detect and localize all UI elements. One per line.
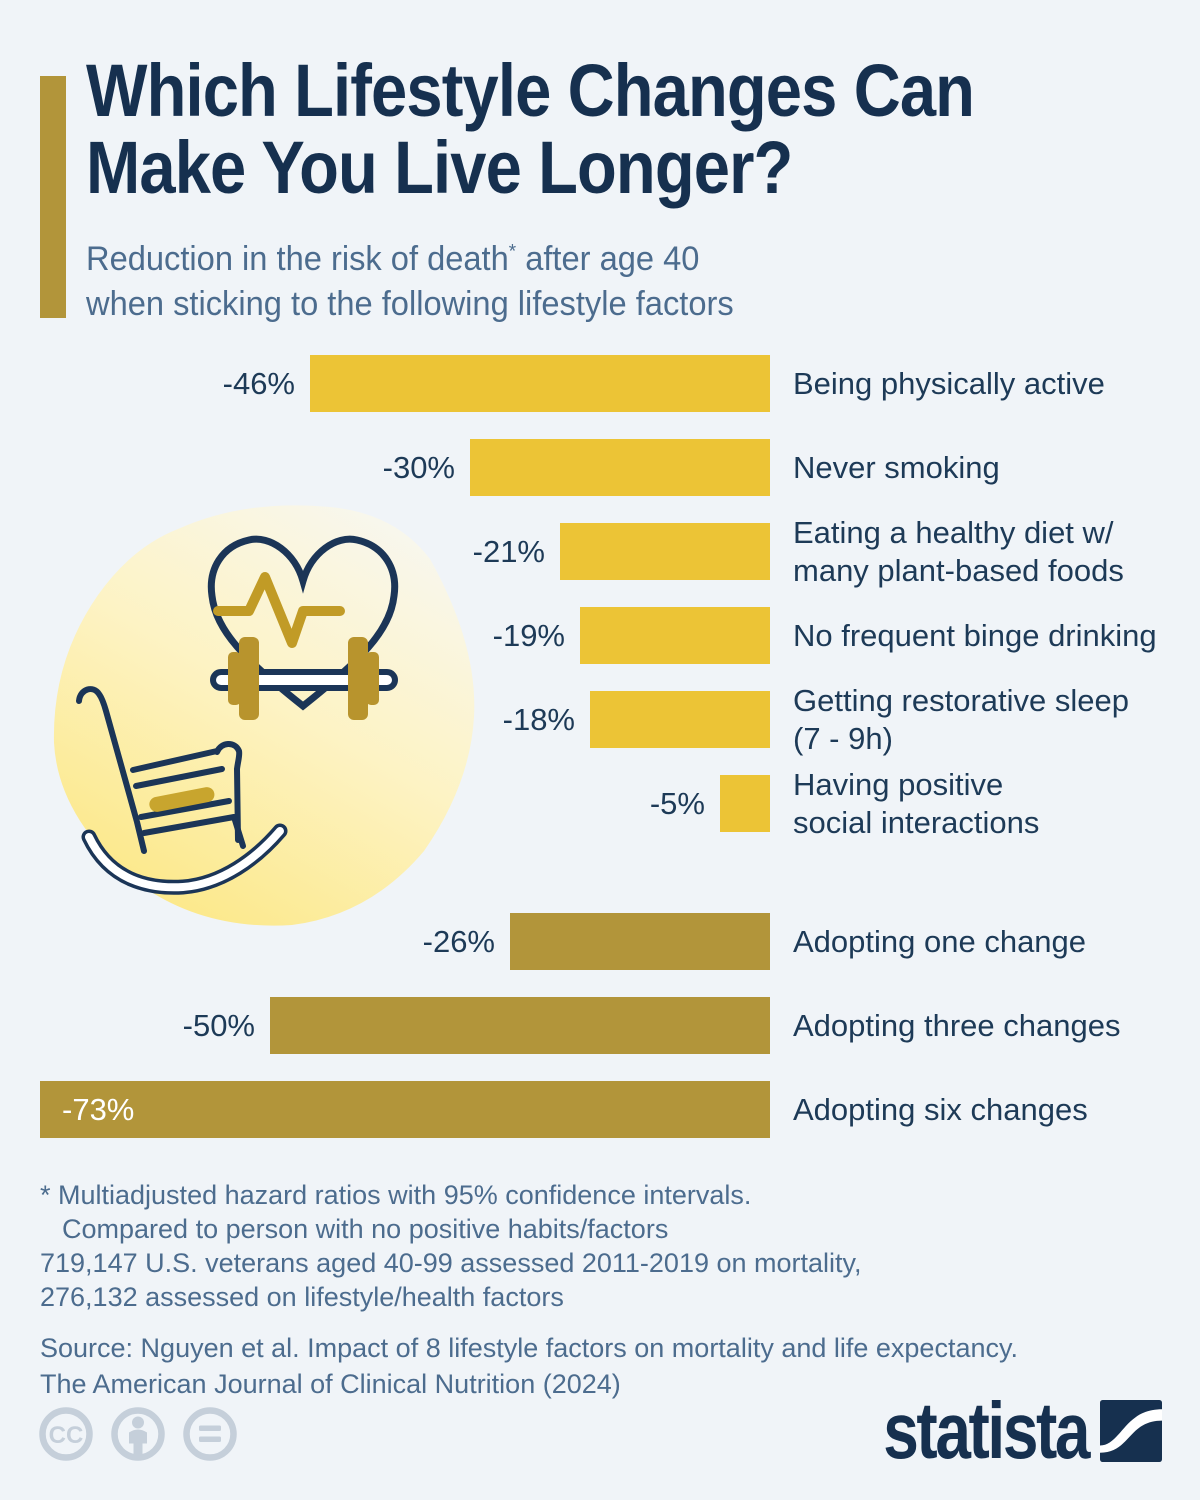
source-line: The American Journal of Clinical Nutriti… [40,1369,621,1399]
rocking-chair-icon [76,686,288,895]
bar-category-label: Eating a healthy diet w/ many plant-base… [793,514,1124,588]
bar-row: -50% Adopting three changes [0,997,1200,1054]
statista-mark-icon [1100,1400,1162,1462]
statista-logo: statista [832,1386,1162,1475]
health-illustration [53,505,475,926]
bar [40,1081,770,1138]
bar-value-label: -19% [492,617,565,653]
nd-icon [183,1407,237,1461]
bar-category-label: Being physically active [793,365,1105,401]
footnote-line: Compared to person with no positive habi… [62,1214,669,1244]
bar-category-label: Having positive social interactions [793,766,1040,840]
bar-row: -46% Being physically active [0,355,1200,412]
bar-row: -73% Adopting six changes [0,1081,1200,1138]
dumbbell-icon [210,637,398,720]
subtitle: Reduction in the risk of death* after ag… [86,240,734,323]
bar-value-label: -18% [502,701,575,737]
footnote: * Multiadjusted hazard ratios with 95% c… [40,1178,862,1314]
title-accent-bar [40,76,66,318]
page-title: Which Lifestyle Changes Can Make You Live… [86,49,975,209]
attribution-icon [111,1407,165,1461]
cc-icon: CC [39,1407,93,1461]
statista-wordmark: statista [883,1386,1090,1475]
bar [580,607,770,664]
bar [270,997,770,1054]
bar [720,775,770,832]
bar-category-label: Getting restorative sleep (7 - 9h) [793,682,1130,756]
bar-value-label: -73% [62,1091,135,1127]
bar-category-label: Adopting one change [793,923,1087,959]
footnote-asterisk: * [508,240,517,263]
blob-background [53,505,475,926]
footnote-line: 719,147 U.S. veterans aged 40-99 assesse… [40,1248,862,1278]
bar-category-label: No frequent binge drinking [793,617,1157,653]
bar-category-label: Adopting six changes [793,1091,1088,1127]
source-note: Source: Nguyen et al. Impact of 8 lifest… [40,1330,1018,1402]
bar [470,439,770,496]
bar-value-label: -50% [182,1007,255,1043]
bar-value-label: -46% [222,365,295,401]
footnote-line: * Multiadjusted hazard ratios with 95% c… [40,1180,752,1210]
svg-text:CC: CC [49,1422,84,1449]
chair-cushion [149,787,215,812]
footnote-line: 276,132 assessed on lifestyle/health fac… [40,1282,564,1312]
bar [510,913,770,970]
pulse-line [213,572,345,648]
cc-license-icons: CC [39,1407,237,1461]
bar [310,355,770,412]
title-line-2: Make You Live Longer? [86,126,793,209]
bar-category-label: Adopting three changes [793,1007,1121,1043]
heart-pulse-icon [207,535,399,711]
bar [560,523,770,580]
bar-category-label: Never smoking [793,449,1000,485]
source-line: Source: Nguyen et al. Impact of 8 lifest… [40,1333,1018,1363]
bar-value-label: -5% [649,785,705,821]
title-line-1: Which Lifestyle Changes Can [86,49,975,132]
bar [590,691,770,748]
